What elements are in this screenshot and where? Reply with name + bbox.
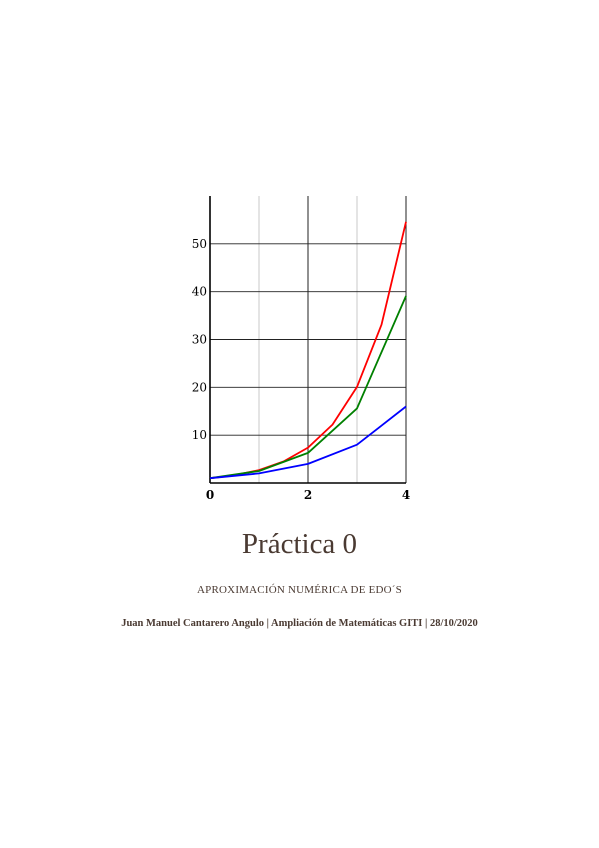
y-tick-label: 20 — [192, 380, 207, 394]
y-tick-label: 50 — [192, 237, 207, 251]
chart-svg: 10 20 30 40 50 0 2 4 — [192, 196, 410, 502]
y-tick-label: 40 — [192, 285, 207, 299]
meta-separator-1: | — [266, 618, 269, 629]
y-tick-label: 30 — [192, 333, 207, 347]
series-line-2 — [209, 295, 407, 480]
x-tick-label: 0 — [206, 488, 214, 502]
y-tick-label: 10 — [192, 428, 207, 442]
x-tick-label: 4 — [402, 488, 410, 502]
x-tick-label: 2 — [304, 488, 312, 502]
meta-separator-2: | — [425, 618, 428, 629]
course-name: Ampliación de Matemáticas GITI — [271, 618, 423, 629]
page-title: Práctica 0 — [241, 528, 358, 560]
cover-meta: Juan Manuel Cantarero Angulo | Ampliació… — [0, 618, 599, 629]
page-subtitle: APROXIMACIÓN NUMÉRICA DE EDO´S — [197, 584, 402, 596]
author-name: Juan Manuel Cantarero Angulo — [121, 618, 265, 629]
series-line-3 — [209, 405, 407, 480]
solution-chart: 10 20 30 40 50 0 2 4 — [190, 188, 420, 508]
cover-date: 28/10/2020 — [429, 618, 478, 629]
